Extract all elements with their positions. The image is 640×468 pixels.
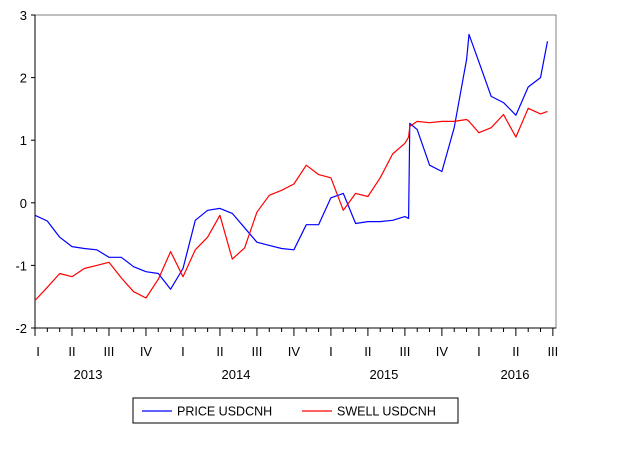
- x-year-label: 2013: [74, 367, 103, 382]
- series-line-price: [34, 33, 549, 290]
- x-quarter-label: II: [364, 344, 371, 359]
- y-tick-label: -2: [15, 321, 27, 336]
- x-quarter-label: I: [477, 344, 481, 359]
- x-quarter-label: III: [104, 344, 115, 359]
- y-tick-label: -1: [15, 258, 27, 273]
- x-quarter-label: II: [68, 344, 75, 359]
- legend: PRICE USDCNH SWELL USDCNH: [132, 397, 459, 424]
- x-quarter-label: IV: [288, 344, 301, 359]
- x-quarter-label: II: [512, 344, 519, 359]
- x-quarter-label: III: [252, 344, 263, 359]
- x-quarter-label: IV: [140, 344, 153, 359]
- x-quarter-label: I: [181, 344, 185, 359]
- legend-label-swell: SWELL USDCNH: [337, 405, 436, 419]
- x-quarter-label: I: [36, 344, 40, 359]
- legend-label-price: PRICE USDCNH: [177, 405, 272, 419]
- series-line-swell: [34, 107, 548, 301]
- x-year-label: 2016: [501, 367, 530, 382]
- x-year-label: 2014: [222, 367, 251, 382]
- y-tick-label: 1: [20, 133, 27, 148]
- x-quarter-label: III: [547, 344, 558, 359]
- x-quarter-label: III: [399, 344, 410, 359]
- y-tick-label: 3: [20, 8, 27, 23]
- y-tick-label: 0: [20, 196, 27, 211]
- legend-box: [132, 397, 459, 424]
- y-tick-label: 2: [20, 71, 27, 86]
- x-year-label: 2015: [369, 367, 398, 382]
- x-quarter-label: I: [329, 344, 333, 359]
- x-quarter-label: II: [216, 344, 223, 359]
- x-quarter-label: IV: [436, 344, 449, 359]
- plot-frame: [34, 14, 557, 329]
